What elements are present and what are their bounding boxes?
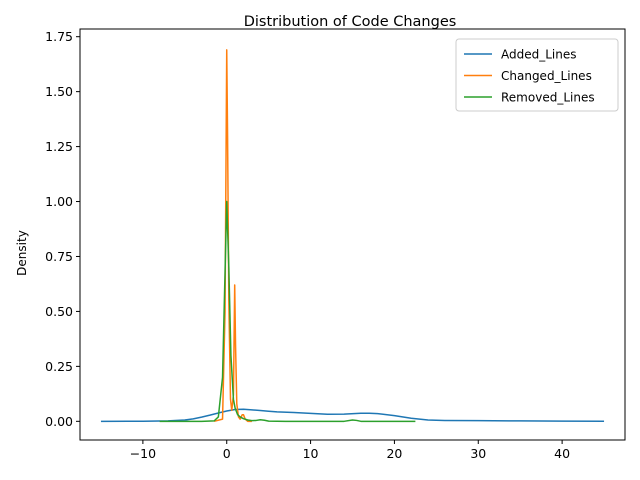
x-tick-label: −10 xyxy=(130,446,156,461)
x-tick-label: 10 xyxy=(303,446,319,461)
series-line-changed-lines xyxy=(213,49,252,423)
axis-ticks: −10 0 10 20 30 40 0.00 0.25 0.50 0.75 1.00 1.25 1.50… xyxy=(45,29,570,461)
legend-entry: Added_Lines xyxy=(501,48,577,62)
y-tick-label: 0.25 xyxy=(45,359,73,374)
legend-entry: Changed_Lines xyxy=(501,69,592,83)
plot-lines xyxy=(100,49,605,423)
x-tick-label: 30 xyxy=(470,446,486,461)
chart-title: Distribution of Code Changes xyxy=(244,14,457,30)
y-tick-label: 0.50 xyxy=(45,304,73,319)
x-tick-label: 0 xyxy=(223,446,231,461)
legend: Added_Lines Changed_Lines Removed_Lines xyxy=(455,38,619,112)
y-tick-label: 1.75 xyxy=(45,29,73,44)
y-tick-label: 1.50 xyxy=(45,84,73,99)
y-tick-label: 0.00 xyxy=(45,414,73,429)
legend-entry: Removed_Lines xyxy=(501,91,595,105)
y-tick-label: 1.25 xyxy=(45,139,73,154)
y-axis-label: Density xyxy=(15,230,29,276)
y-tick-label: 1.00 xyxy=(45,194,73,209)
x-tick-label: 40 xyxy=(554,446,570,461)
series-line-removed-lines xyxy=(159,200,416,423)
plot-frame xyxy=(79,28,626,441)
series-line-added-lines xyxy=(100,408,605,423)
x-tick-label: 20 xyxy=(386,446,402,461)
legend-box xyxy=(455,38,619,112)
y-tick-label: 0.75 xyxy=(45,249,73,264)
